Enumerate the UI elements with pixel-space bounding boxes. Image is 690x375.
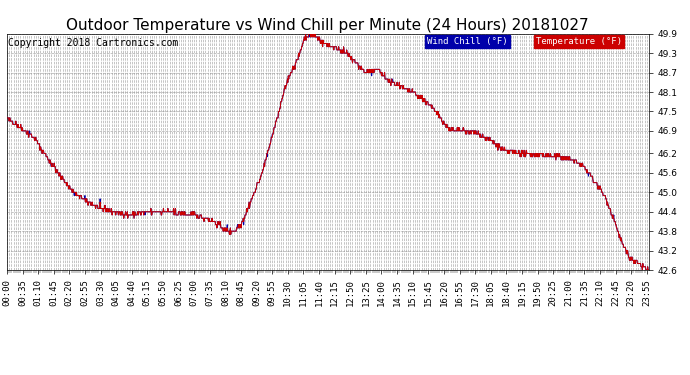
Text: Copyright 2018 Cartronics.com: Copyright 2018 Cartronics.com — [8, 39, 179, 48]
Text: Wind Chill (°F): Wind Chill (°F) — [427, 37, 508, 46]
Title: Outdoor Temperature vs Wind Chill per Minute (24 Hours) 20181027: Outdoor Temperature vs Wind Chill per Mi… — [66, 18, 589, 33]
Text: Temperature (°F): Temperature (°F) — [536, 37, 622, 46]
